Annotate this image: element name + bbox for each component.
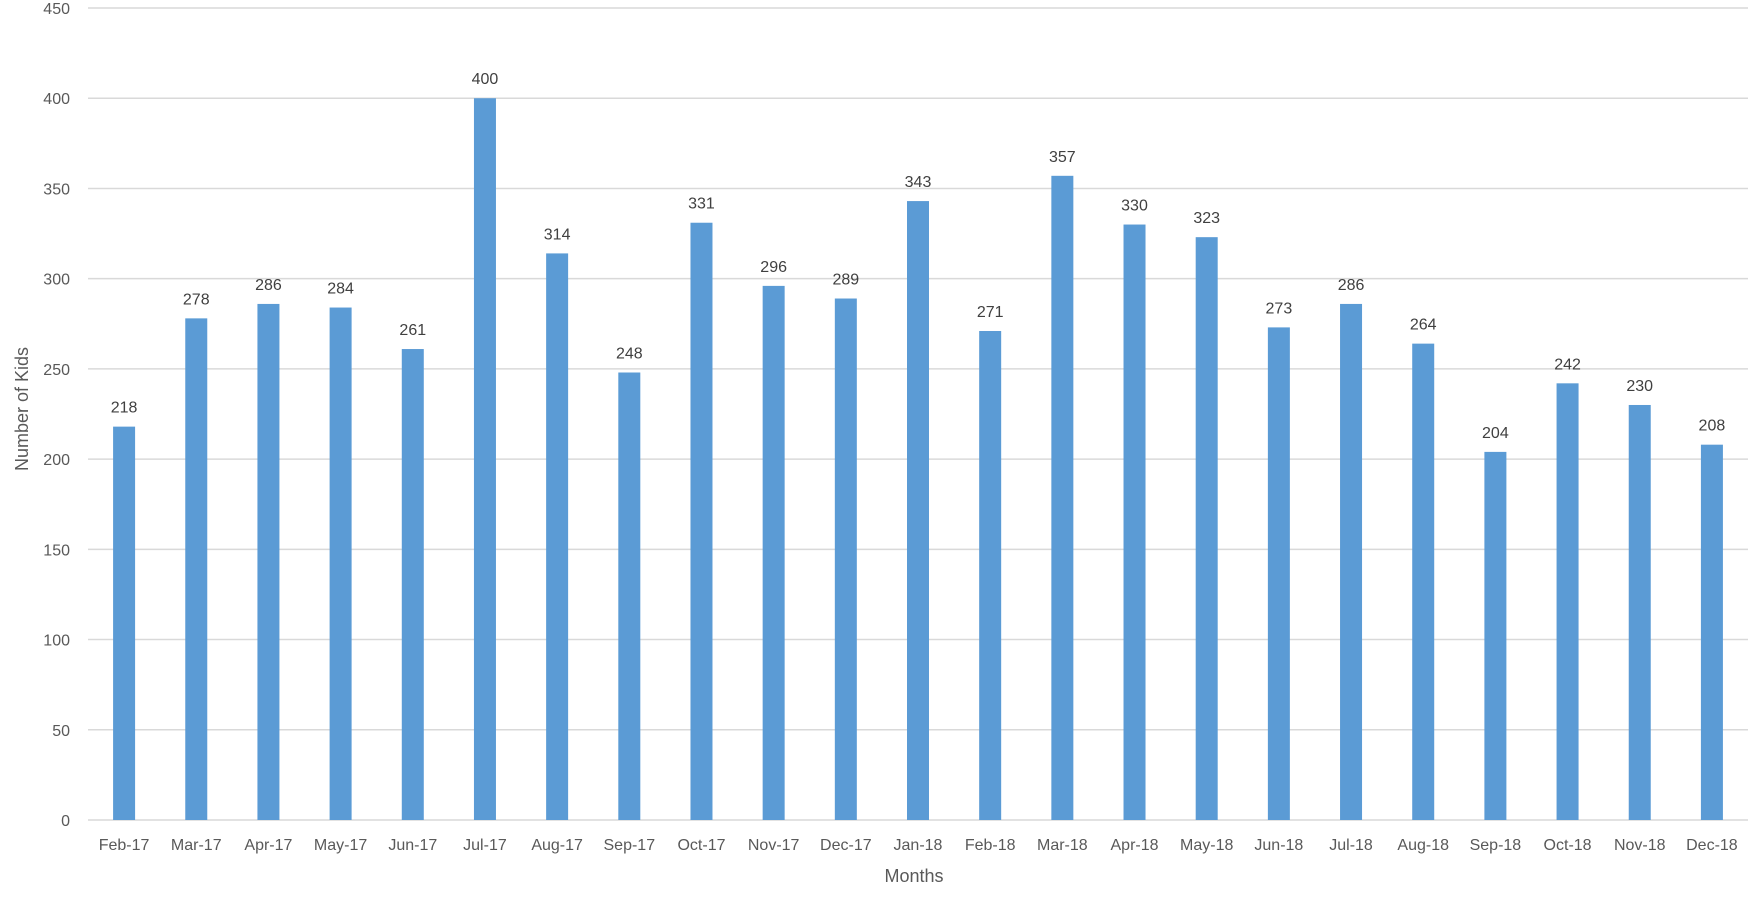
- x-tick-label: May-18: [1180, 837, 1233, 854]
- bars: [113, 98, 1723, 821]
- y-tick-label: 350: [43, 181, 70, 198]
- data-label: 248: [616, 345, 643, 362]
- y-tick-label: 400: [43, 91, 70, 108]
- y-axis-ticks: 0 50 100 150 200 250 300 350 400 450: [43, 1, 70, 830]
- data-label: 208: [1699, 418, 1726, 435]
- bar: [329, 307, 352, 820]
- y-tick-label: 0: [61, 813, 70, 830]
- data-label: 289: [832, 272, 859, 289]
- bar: [762, 285, 785, 821]
- bar: [473, 98, 496, 820]
- x-tick-label: Oct-17: [677, 837, 725, 854]
- y-axis-title: Number of Kids: [12, 347, 32, 471]
- y-tick-label: 450: [43, 1, 70, 18]
- x-tick-label: Apr-17: [244, 837, 292, 854]
- bar: [1195, 237, 1218, 821]
- data-label: 278: [183, 291, 210, 308]
- data-label: 230: [1626, 378, 1653, 395]
- data-label: 323: [1193, 210, 1220, 227]
- x-tick-label: Mar-18: [1037, 837, 1088, 854]
- data-labels: 218 278 286 284 261 400 314 248 331 296 289 343 271 3…: [111, 71, 1726, 442]
- bar: [690, 222, 713, 820]
- bar: [1051, 175, 1074, 820]
- x-tick-label: Jul-17: [463, 837, 507, 854]
- x-tick-label: Dec-18: [1686, 837, 1738, 854]
- data-label: 286: [1338, 277, 1365, 294]
- bar: [1628, 404, 1651, 820]
- x-tick-label: Jan-18: [894, 837, 943, 854]
- bar: [113, 426, 136, 820]
- y-tick-label: 300: [43, 272, 70, 289]
- y-tick-label: 100: [43, 633, 70, 650]
- x-tick-label: Oct-18: [1544, 837, 1592, 854]
- x-tick-label: May-17: [314, 837, 367, 854]
- x-tick-label: Jun-18: [1254, 837, 1303, 854]
- bar: [979, 330, 1002, 820]
- bar: [907, 201, 929, 820]
- data-label: 331: [688, 196, 715, 213]
- x-tick-label: Aug-17: [531, 837, 583, 854]
- x-axis-ticks: Feb-17 Mar-17 Apr-17 May-17 Jun-17 Jul-17 Aug-…: [99, 837, 1738, 854]
- bar: [1484, 451, 1507, 820]
- x-tick-label: Sep-17: [604, 837, 656, 854]
- bar: [834, 298, 857, 820]
- x-tick-label: Feb-18: [965, 837, 1016, 854]
- x-tick-label: Dec-17: [820, 837, 872, 854]
- y-tick-label: 150: [43, 542, 70, 559]
- y-tick-label: 50: [52, 723, 70, 740]
- data-label: 273: [1266, 300, 1293, 317]
- bar: [1340, 303, 1363, 820]
- bar: [618, 372, 641, 820]
- data-label: 400: [472, 71, 499, 88]
- data-label: 284: [327, 281, 354, 298]
- data-label: 271: [977, 304, 1004, 321]
- data-label: 357: [1049, 149, 1076, 166]
- data-label: 314: [544, 226, 571, 243]
- x-tick-label: Mar-17: [171, 837, 222, 854]
- data-label: 218: [111, 400, 138, 417]
- bar: [1412, 343, 1435, 820]
- x-tick-label: Nov-18: [1614, 837, 1666, 854]
- bar: [185, 318, 208, 820]
- bar: [1700, 444, 1723, 820]
- x-tick-label: Jun-17: [388, 837, 437, 854]
- data-label: 204: [1482, 425, 1509, 442]
- data-label: 296: [760, 259, 787, 276]
- data-label: 343: [905, 174, 932, 191]
- x-axis-title: Months: [884, 866, 943, 886]
- bar: [546, 253, 569, 821]
- x-tick-label: Apr-18: [1111, 837, 1159, 854]
- x-tick-label: Feb-17: [99, 837, 150, 854]
- y-tick-label: 250: [43, 362, 70, 379]
- bar: [257, 303, 280, 820]
- x-tick-label: Sep-18: [1470, 837, 1522, 854]
- data-label: 261: [399, 322, 426, 339]
- bar: [401, 349, 424, 820]
- bar: [1123, 224, 1146, 821]
- data-label: 330: [1121, 198, 1148, 215]
- x-tick-label: Nov-17: [748, 837, 800, 854]
- bar: [1267, 327, 1290, 820]
- data-label: 286: [255, 277, 282, 294]
- x-tick-label: Jul-18: [1329, 837, 1373, 854]
- data-label: 242: [1554, 356, 1581, 373]
- y-tick-label: 200: [43, 452, 70, 469]
- x-tick-label: Aug-18: [1397, 837, 1449, 854]
- bar: [1556, 383, 1579, 820]
- data-label: 264: [1410, 317, 1437, 334]
